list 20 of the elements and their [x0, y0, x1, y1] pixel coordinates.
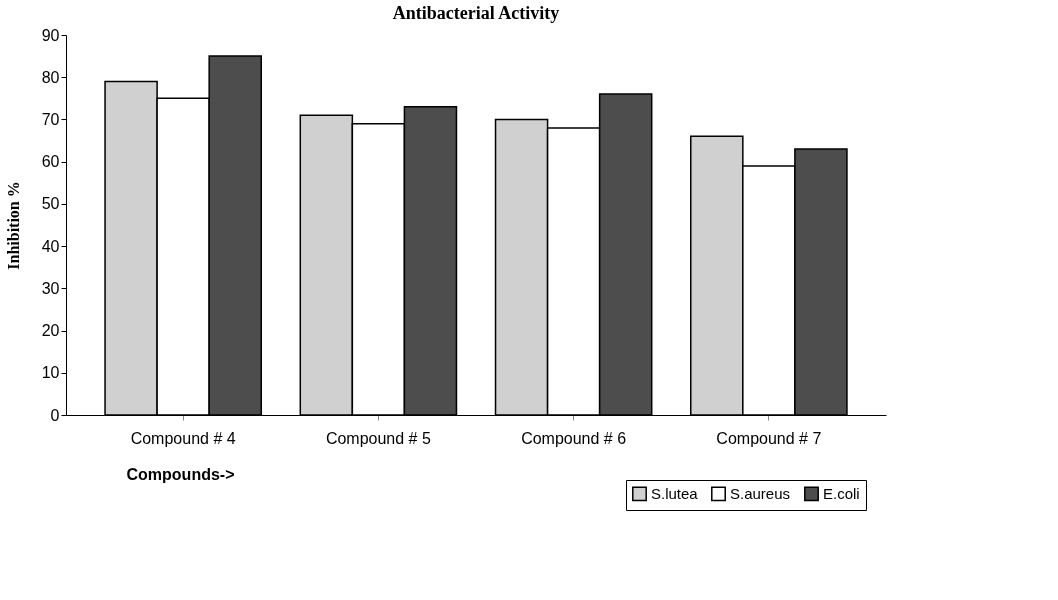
- y-tick-label: 90: [41, 26, 60, 44]
- y-tick-label: 20: [41, 322, 60, 340]
- y-tick-label: 10: [41, 364, 60, 382]
- y-tick-label: 40: [41, 237, 60, 255]
- x-tick-label: Compound # 7: [716, 429, 822, 447]
- y-tick-label: 50: [41, 195, 60, 213]
- y-tick-label: 30: [41, 279, 60, 297]
- chart-title: Antibacterial Activity: [392, 3, 560, 23]
- y-tick-label: 80: [41, 68, 60, 86]
- y-tick-label: 60: [41, 153, 60, 171]
- legend-label: S.lutea: [651, 484, 699, 502]
- y-axis-title: Inhibition %: [4, 181, 22, 270]
- x-tick-label: Compound # 4: [130, 429, 236, 447]
- legend-label: E.coli: [823, 484, 860, 502]
- legend-label: S.aureus: [730, 484, 791, 502]
- x-tick-label: Compound # 5: [325, 429, 431, 447]
- x-axis-title: Compounds->: [126, 465, 235, 483]
- y-tick-label: 70: [41, 110, 60, 128]
- x-tick-label: Compound # 6: [521, 429, 627, 447]
- y-tick-label: 0: [50, 406, 60, 424]
